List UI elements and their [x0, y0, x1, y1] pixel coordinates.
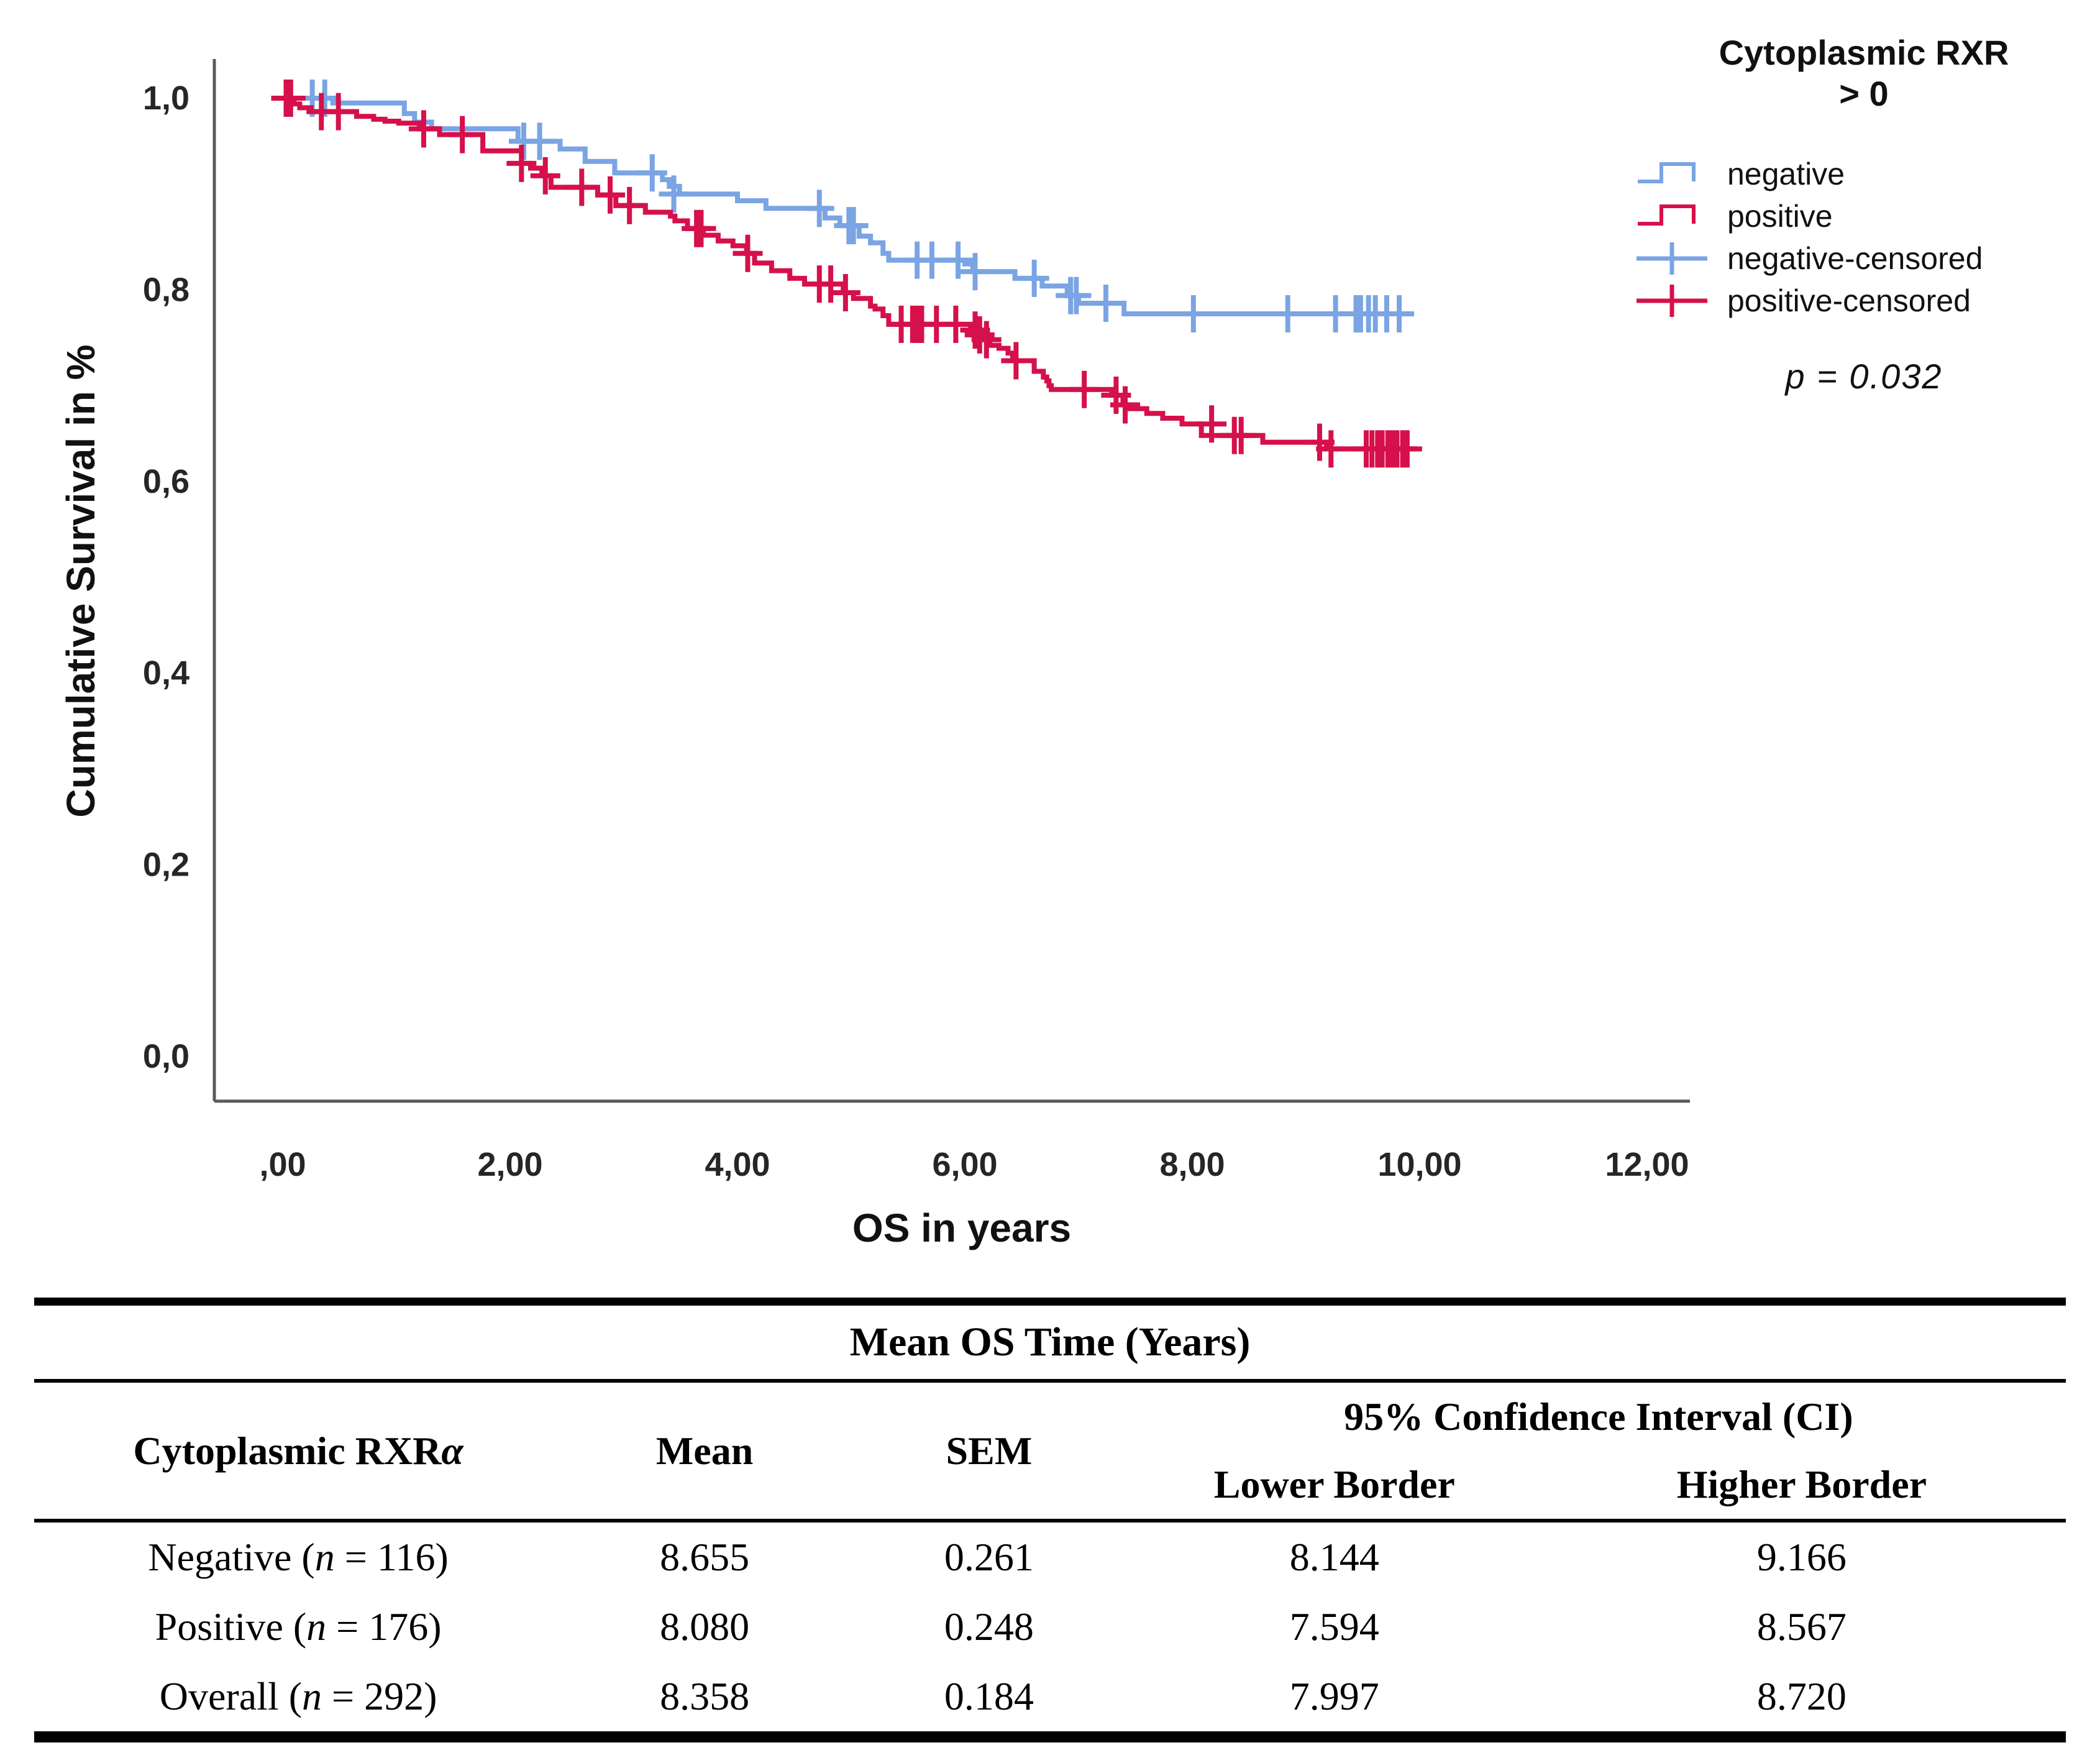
- alpha-symbol: α: [441, 1428, 463, 1473]
- cell-mean: 8.655: [660, 1535, 750, 1579]
- cell-sem: 0.184: [846, 1662, 1131, 1742]
- mean-os-table: Mean OS Time (Years) Cytoplasmic RXRα Me…: [34, 1298, 2066, 1742]
- col-header-mean: Mean: [562, 1381, 847, 1523]
- legend-items: negative positive negative-censored posi…: [1634, 153, 2094, 322]
- legend-item-negative-censored: negative-censored: [1634, 237, 2094, 280]
- cell-higher: 8.567: [1756, 1605, 1847, 1649]
- col-header-group: Cytoplasmic RXRα: [34, 1381, 563, 1523]
- step-line-icon: [1634, 198, 1727, 235]
- table-row-positive: Positive (n = 176) 8.080 0.248 7.594 8.5…: [34, 1592, 2066, 1662]
- survival-curve-negative: [283, 96, 1400, 316]
- cell-lower: 8.144: [1289, 1535, 1379, 1579]
- table-title-row: Mean OS Time (Years): [34, 1298, 2066, 1383]
- y-tick-label: 0,4: [143, 654, 189, 692]
- cell-lower: 7.997: [1131, 1662, 1538, 1742]
- col-header-ci-higher: Higher Border: [1537, 1450, 2066, 1523]
- x-tick-label: 4,00: [705, 1146, 770, 1183]
- legend-label: positive: [1727, 199, 1833, 234]
- legend-title-line2: > 0: [1839, 74, 1889, 114]
- cell-sem: 0.261: [944, 1535, 1034, 1579]
- table-header-row-1: Cytoplasmic RXRα Mean SEM 95% Confidence…: [34, 1381, 2066, 1523]
- row-label: Overall (n = 292): [34, 1662, 563, 1742]
- table-row-overall: Overall (n = 292) 8.358 0.184 7.997 8.72…: [34, 1662, 2066, 1742]
- row-label: Positive (n = 176): [155, 1605, 442, 1649]
- y-tick-label: 1,0: [143, 80, 189, 117]
- x-tick-label: 12,00: [1605, 1146, 1689, 1183]
- legend: Cytoplasmic RXR > 0 negative positive: [1634, 32, 2094, 396]
- cell-lower: 7.594: [1289, 1605, 1379, 1649]
- x-tick-label: 6,00: [932, 1146, 997, 1183]
- cell-mean: 8.358: [562, 1662, 847, 1742]
- step-line-icon: [1634, 155, 1727, 193]
- censor-plus-icon: [1634, 282, 1727, 319]
- legend-label: positive-censored: [1727, 283, 1971, 319]
- legend-item-negative: negative: [1634, 153, 2094, 195]
- row-label: Negative (n = 116): [148, 1535, 449, 1579]
- cell-higher: 9.166: [1756, 1535, 1847, 1579]
- x-tick-label: ,00: [259, 1146, 306, 1183]
- x-tick-label: 8,00: [1159, 1146, 1225, 1183]
- legend-title: Cytoplasmic RXR > 0: [1634, 32, 2094, 114]
- cell-higher: 8.720: [1537, 1662, 2066, 1742]
- legend-label: negative: [1727, 157, 1845, 192]
- legend-label: negative-censored: [1727, 241, 1983, 277]
- censor-marks-negative: [297, 80, 1415, 332]
- legend-item-positive-censored: positive-censored: [1634, 280, 2094, 322]
- y-axis-title: Cumulative Survival in %: [58, 344, 103, 817]
- y-tick-label: 0,6: [143, 463, 189, 500]
- x-tick-label: 10,00: [1377, 1146, 1461, 1183]
- y-tick-label: 0,2: [143, 846, 189, 884]
- x-axis-title: OS in years: [852, 1206, 1071, 1250]
- table-header-row-2: Lower Border Higher Border: [34, 1450, 2066, 1523]
- legend-item-positive: positive: [1634, 195, 2094, 237]
- cell-sem: 0.248: [944, 1605, 1034, 1649]
- col-header-ci: 95% Confidence Interval (CI): [1344, 1394, 1853, 1439]
- x-tick-label: 2,00: [477, 1146, 542, 1183]
- legend-title-line1: Cytoplasmic RXR: [1719, 33, 2009, 72]
- col-header-sem: SEM: [846, 1381, 1131, 1523]
- y-tick-label: 0,8: [143, 271, 189, 308]
- p-value-label: p = 0.032: [1785, 357, 1943, 396]
- col-header-ci-lower: Lower Border: [1131, 1450, 1538, 1523]
- censor-marks-positive: [271, 80, 1422, 468]
- censor-plus-icon: [1634, 240, 1727, 277]
- cell-mean: 8.080: [660, 1605, 750, 1649]
- km-plot: 0,0 0,2 0,4 0,6 0,8 1,0 ,00 2,00 4,00 6,00 8,00 10,…: [58, 59, 1690, 1250]
- table-title: Mean OS Time (Years): [34, 1298, 2066, 1383]
- y-tick-label: 0,0: [143, 1038, 189, 1075]
- table-row-negative: Negative (n = 116) 8.655 0.261 8.144 9.1…: [34, 1521, 2066, 1592]
- survival-curve-positive: [283, 96, 1417, 452]
